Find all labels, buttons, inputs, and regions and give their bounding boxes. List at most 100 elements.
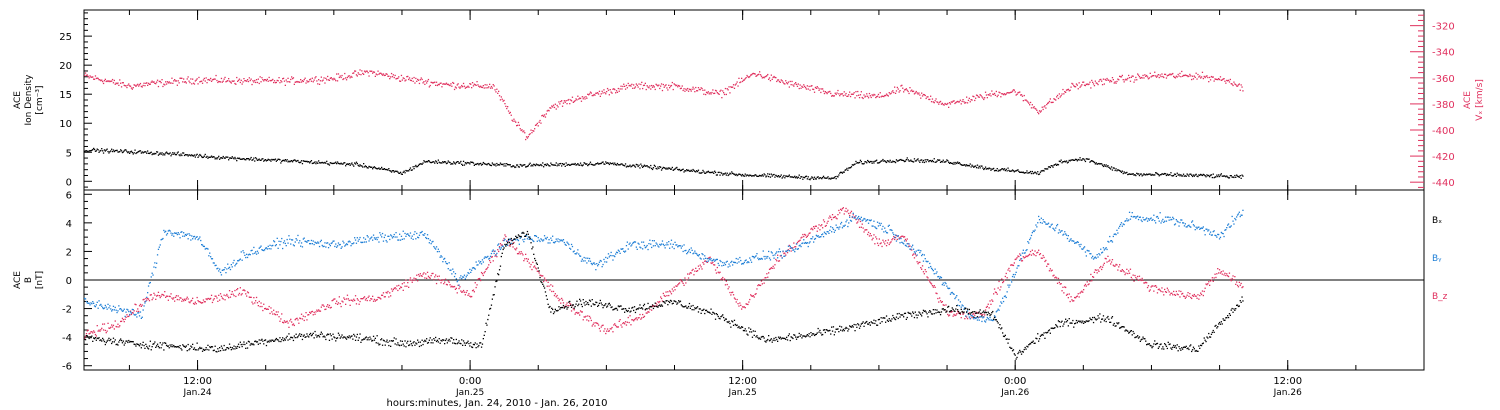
- data-point: [375, 167, 377, 170]
- data-point: [577, 95, 579, 97]
- data-point: [1092, 276, 1094, 278]
- data-point: [341, 163, 343, 165]
- data-point: [458, 287, 460, 290]
- data-point: [485, 163, 487, 165]
- data-point: [408, 279, 411, 281]
- data-point: [1024, 172, 1026, 174]
- data-point: [475, 84, 477, 86]
- data-point: [641, 241, 643, 243]
- data-point: [564, 165, 566, 167]
- data-point: [396, 170, 398, 172]
- data-point: [131, 308, 133, 311]
- data-point: [653, 86, 655, 88]
- data-point: [417, 280, 419, 282]
- data-point: [1116, 264, 1118, 266]
- data-point: [489, 259, 491, 262]
- data-point: [551, 105, 553, 107]
- data-point: [1165, 174, 1168, 177]
- data-point: [149, 281, 151, 284]
- data-point: [1163, 173, 1165, 175]
- data-point: [480, 279, 482, 282]
- data-point: [428, 242, 430, 244]
- data-point: [1092, 81, 1094, 83]
- data-point: [943, 161, 945, 163]
- data-point: [930, 101, 933, 103]
- data-point: [430, 81, 432, 83]
- data-point: [681, 245, 683, 247]
- data-point: [499, 99, 502, 101]
- data-point: [696, 270, 698, 272]
- data-point: [1036, 109, 1038, 111]
- data-point: [786, 252, 789, 254]
- data-point: [137, 83, 139, 85]
- data-point: [1072, 300, 1074, 302]
- data-point: [569, 103, 571, 105]
- data-point: [582, 98, 584, 100]
- data-point: [561, 163, 564, 165]
- data-point: [225, 272, 227, 274]
- data-point: [253, 157, 255, 159]
- data-point: [816, 86, 818, 88]
- data-point: [691, 249, 693, 251]
- data-point: [1173, 173, 1176, 175]
- data-point: [327, 163, 330, 165]
- data-point: [221, 269, 223, 271]
- data-point: [906, 243, 908, 245]
- data-point: [744, 173, 746, 175]
- data-point: [437, 248, 439, 250]
- data-point: [705, 171, 708, 173]
- data-point: [867, 233, 869, 236]
- data-point: [645, 165, 647, 167]
- data-point: [894, 234, 897, 236]
- data-point: [498, 164, 501, 166]
- data-point: [759, 175, 762, 177]
- data-point: [649, 85, 651, 87]
- data-point: [576, 252, 578, 254]
- data-point: [438, 250, 440, 253]
- data-point: [268, 159, 270, 161]
- data-point: [561, 165, 563, 167]
- data-point: [288, 160, 290, 162]
- data-point: [703, 258, 705, 260]
- data-point: [477, 278, 479, 281]
- data-point: [762, 76, 764, 78]
- data-point: [565, 100, 567, 102]
- data-point: [446, 284, 448, 286]
- data-point: [498, 95, 501, 97]
- data-point: [667, 291, 669, 293]
- data-point: [495, 254, 497, 257]
- data-point: [588, 94, 590, 96]
- data-point: [889, 229, 891, 231]
- data-point: [1184, 175, 1186, 177]
- data-point: [723, 92, 725, 94]
- data-point: [500, 244, 502, 246]
- data-point: [105, 332, 107, 334]
- data-point: [1232, 84, 1234, 87]
- data-point: [867, 159, 869, 162]
- data-point: [318, 83, 321, 85]
- data-point: [1093, 161, 1096, 164]
- data-point: [1120, 76, 1123, 78]
- data-point: [723, 173, 725, 175]
- data-point: [169, 230, 171, 232]
- data-point: [1151, 285, 1153, 287]
- data-point: [756, 175, 758, 177]
- data-point: [777, 175, 780, 177]
- data-point: [1194, 76, 1196, 78]
- data-point: [193, 83, 196, 85]
- data-point: [961, 304, 963, 306]
- data-point: [98, 151, 100, 153]
- data-point: [423, 81, 425, 83]
- data-point: [608, 330, 610, 332]
- data-point: [902, 159, 904, 161]
- data-point: [883, 231, 885, 233]
- data-point: [895, 90, 898, 92]
- data-point: [128, 83, 130, 85]
- data-point: [578, 164, 580, 166]
- data-point: [315, 242, 317, 244]
- data-point: [145, 300, 147, 302]
- data-point: [228, 157, 231, 159]
- data-point: [517, 166, 520, 168]
- data-point: [206, 247, 208, 250]
- data-point: [168, 81, 170, 83]
